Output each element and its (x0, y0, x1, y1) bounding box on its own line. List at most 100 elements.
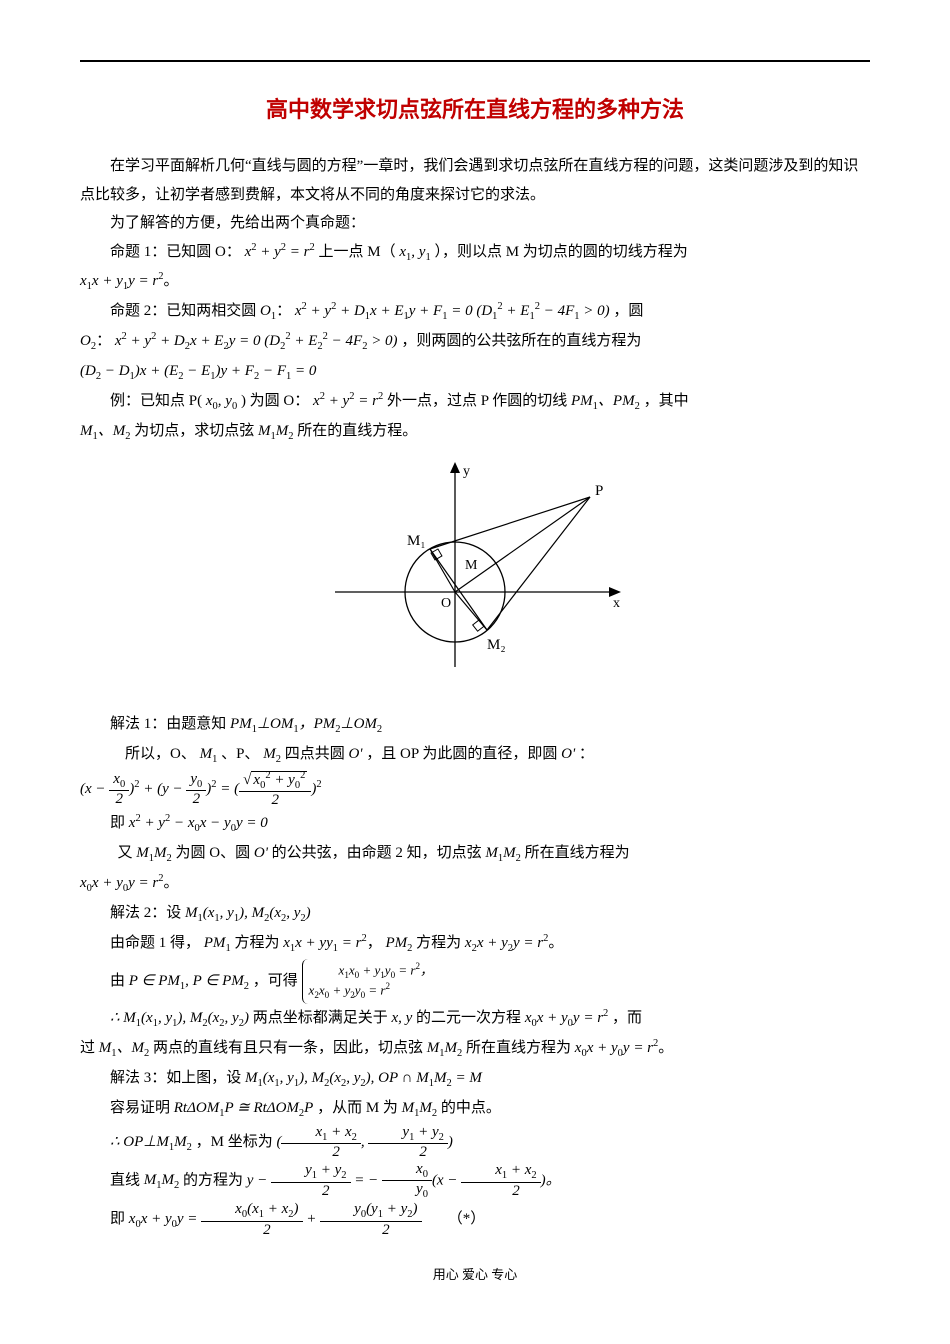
prop1-result: x1x + y1y = r2。 (80, 267, 870, 297)
sol3-congruent: RtΔOM1P ≅ RtΔOM2P (174, 1100, 314, 1116)
prop2-eq-circle1: x2 + y2 + D1x + E1y + F1 = 0 (D12 + E12 … (295, 303, 610, 319)
prop1-text-c: ），则以点 M 为切点的圆的切线方程为 (434, 244, 687, 260)
sol1-m1m2a: M1M2 (136, 845, 172, 861)
sol2-text-c: 方程为 (234, 935, 283, 951)
prop2-eq-circle2: x2 + y2 + D2x + E2y = 0 (D22 + E22 − 4F2… (115, 333, 398, 349)
prop2-o2: O2 (80, 333, 96, 349)
sol2-text-b: 由命题 1 得， (110, 935, 200, 951)
sol2-m1m2b: M1M2 (427, 1040, 463, 1056)
sol1-m2: M2 (263, 746, 281, 762)
prop2-o1: O1 (260, 303, 276, 319)
sol2-text-i: ，而 (612, 1010, 642, 1026)
sol1-m1: M1 (200, 746, 218, 762)
document-page: 高中数学求切点弦所在直线方程的多种方法 在学习平面解析几何“直线与圆的方程”一章… (0, 0, 950, 1323)
sol2-points: M1(x1, y1), M2(x2, y2) (185, 905, 311, 921)
diagram-svg: y x P M₁ M O M₂ (295, 457, 655, 687)
sol2-cases: x1x0 + y1y0 = r2， x2x0 + y2y0 = r2 (302, 959, 433, 1004)
prop1-point: x1, y1 (399, 244, 430, 260)
sol1-text-e: ，且 OP 为此圆的直径，即圆 (366, 746, 561, 762)
sol2-text-j: 过 (80, 1040, 99, 1056)
sol2-pm2: PM2 (385, 935, 412, 951)
sol2-eq-pm2: x2x + y2y = r2 (465, 935, 548, 951)
sol1-eq-result: x0x + y0y = r2 (80, 875, 163, 891)
intro-paragraph-2: 为了解答的方便，先给出两个真命题： (80, 209, 870, 238)
sol1-text-h: 又 (118, 845, 137, 861)
sol2-text-h: 的二元一次方程 (416, 1010, 525, 1026)
example-text-e: 为切点，求切点弦 (134, 423, 258, 439)
solution-3-line5: 即 x0x + y0y = x0(x1 + x2)2 + y0(y1 + y2)… (80, 1201, 870, 1238)
example-chord: M1M2 (258, 423, 294, 439)
sol1-text-g: 即 (110, 815, 129, 831)
example-m1m2: M1、M2 (80, 423, 131, 439)
page-title: 高中数学求切点弦所在直线方程的多种方法 (80, 92, 870, 124)
geometry-diagram: y x P M₁ M O M₂ (80, 457, 870, 692)
sol1-text-i: 为圆 O、圆 (176, 845, 254, 861)
top-rule (80, 60, 870, 62)
sol1-text-b: 所以，O、 (125, 746, 196, 762)
solution-2-line1: 解法 2：设 M1(x1, y1), M2(x2, y2) (80, 899, 870, 929)
solution-2-line4: ∴ M1(x1, y1), M2(x2, y2) 两点坐标都满足关于 x, y … (80, 1004, 870, 1034)
example-statement-2: M1、M2 为切点，求切点弦 M1M2 所在的直线方程。 (80, 417, 870, 447)
label-O: O (441, 596, 451, 611)
solution-3-line2: 容易证明 RtΔOM1P ≅ RtΔOM2P ，从而 M 为 M1M2 的中点。 (80, 1094, 870, 1124)
label-M2: M₂ (487, 637, 506, 653)
prop1-text-a: 命题 1：已知圆 O： (110, 244, 241, 260)
solution-2-line3: 由 P ∈ PM1, P ∈ PM2 ，可得 x1x0 + y1y0 = r2，… (80, 959, 870, 1004)
sol3-text-d: 的中点。 (441, 1100, 501, 1116)
sol3-text-b: 容易证明 (110, 1100, 174, 1116)
sol2-xy: x, y (391, 1010, 412, 1026)
sol1-text-c: 、P、 (221, 746, 259, 762)
example-text-a: 例：已知点 P( (110, 393, 202, 409)
solution-3-line1: 解法 3：如上图，设 M1(x1, y1), M2(x2, y2), OP ∩ … (80, 1064, 870, 1094)
proposition-2a: 命题 2：已知两相交圆 O1： x2 + y2 + D1x + E1y + F1… (80, 297, 870, 327)
sol3-text-g: 的方程为 (183, 1172, 247, 1188)
sol3-text-h: 即 (110, 1211, 129, 1227)
sol2-text-k: 两点的直线有且只有一条，因此，切点弦 (153, 1040, 427, 1056)
sol1-m1m2b: M1M2 (485, 845, 521, 861)
prop2-eq-chord: (D2 − D1)x + (E2 − E1)y + F2 − F1 = 0 (80, 363, 316, 379)
star-label: （*） (448, 1211, 486, 1227)
example-text-d: ，其中 (644, 393, 689, 409)
sol1-text-d: 四点共圆 (285, 746, 349, 762)
sol2-pm1: PM1 (204, 935, 231, 951)
example-statement-1: 例：已知点 P( x0, y0 ) 为圆 O： x2 + y2 = r2 外一点… (80, 387, 870, 417)
prop1-eq-circle: x2 + y2 = r2 (245, 244, 315, 260)
label-M: M (465, 558, 478, 573)
proposition-1: 命题 1：已知圆 O： x2 + y2 = r2 上一点 M（ x1, y1 ）… (80, 238, 870, 268)
solution-1-line1: 解法 1：由题意知 PM1⊥OM1，PM2⊥OM2 (80, 710, 870, 740)
solution-1-result: x0x + y0y = r2。 (80, 869, 870, 899)
example-pm1pm2: PM1、PM2 (571, 393, 640, 409)
example-text-f: 所在的直线方程。 (297, 423, 417, 439)
sol2-text-g: 两点坐标都满足关于 (253, 1010, 392, 1026)
sol2-eq-pm1: x1x + yy1 = r2 (283, 935, 367, 951)
proposition-2b: O2： x2 + y2 + D2x + E2y = 0 (D22 + E22 −… (80, 327, 870, 357)
prop2-text-a: 命题 2：已知两相交圆 (110, 303, 260, 319)
sol1-text-k: 所在直线方程为 (525, 845, 630, 861)
label-P: P (595, 483, 603, 499)
label-x: x (613, 596, 620, 611)
solution-3-line4: 直线 M1M2 的方程为 y − y1 + y22 = − x0y0(x − x… (80, 1161, 870, 1201)
prop2-text-c: ，则两圆的公共弦所在的直线方程为 (401, 333, 641, 349)
sol1-oprime2: O' (561, 746, 575, 762)
solution-1-line2: 所以，O、 M1 、P、 M2 四点共圆 O' ，且 OP 为此圆的直径，即圆 … (80, 740, 870, 770)
example-circle: x2 + y2 = r2 (313, 393, 383, 409)
example-point-p: x0, y0 (206, 393, 237, 409)
label-y: y (463, 464, 470, 479)
sol1-text-j: 的公共弦，由命题 2 知，切点弦 (272, 845, 486, 861)
solution-1-eq-circle: (x − x02)2 + (y − y02)2 = (√x02 + y022)2 (80, 770, 870, 809)
page-footer: 用心 爱心 专心 (80, 1264, 870, 1283)
sol2-therefore: ∴ M1(x1, y1), M2(x2, y2) (110, 1010, 249, 1026)
example-text-b: ) 为圆 O： (241, 393, 309, 409)
solution-1-line3: 即 x2 + y2 − x0x − y0y = 0 (80, 809, 870, 839)
sol2-eqresult: x0x + y0y = r2 (575, 1040, 658, 1056)
solution-2-line2: 由命题 1 得， PM1 方程为 x1x + yy1 = r2， PM2 方程为… (80, 929, 870, 959)
prop2-text-b: ，圆 (613, 303, 643, 319)
sol2-text-d: 方程为 (416, 935, 465, 951)
solution-2-line5: 过 M1、M2 两点的直线有且只有一条，因此，切点弦 M1M2 所在直线方程为 … (80, 1034, 870, 1064)
sol3-m1m2a: M1M2 (402, 1100, 438, 1116)
solution-3-line3: ∴ OP⊥M1M2 ，M 坐标为 (x1 + x22, y1 + y22) (80, 1124, 870, 1161)
sol3-text-a: 解法 3：如上图，设 (110, 1070, 245, 1086)
sol3-setup: M1(x1, y1), M2(x2, y2), OP ∩ M1M2 = M (245, 1070, 482, 1086)
sol3-text-e: ，M 坐标为 (196, 1134, 277, 1150)
sol3-text-c: ，从而 M 为 (317, 1100, 402, 1116)
